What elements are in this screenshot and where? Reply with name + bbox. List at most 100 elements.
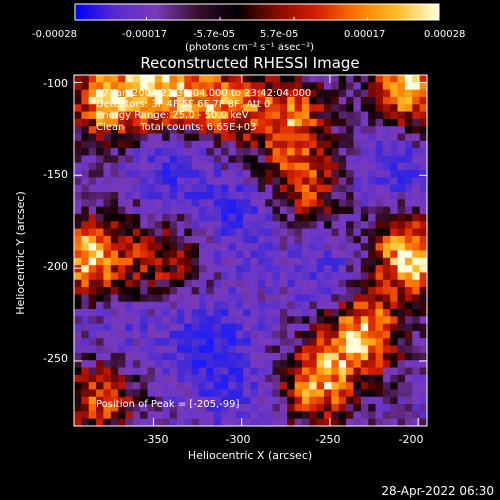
heatmap-cell — [346, 272, 355, 281]
heatmap-cell — [228, 360, 237, 369]
heatmap-cell — [419, 148, 428, 157]
heatmap-cell — [265, 148, 274, 157]
heatmap-cell — [206, 104, 215, 113]
heatmap-cell — [279, 338, 288, 347]
heatmap-cell — [118, 243, 127, 252]
heatmap-cell — [235, 360, 244, 369]
heatmap-cell — [412, 294, 421, 303]
heatmap-cell — [191, 221, 200, 230]
heatmap-cell — [81, 243, 90, 252]
heatmap-cell — [199, 330, 207, 339]
heatmap-cell — [103, 89, 112, 98]
heatmap-cell — [279, 330, 288, 339]
heatmap-cell — [331, 75, 340, 83]
heatmap-cell — [257, 213, 266, 222]
heatmap-cell — [191, 89, 200, 98]
heatmap-cell — [132, 367, 141, 376]
heatmap-cell — [221, 382, 230, 391]
heatmap-cell — [206, 243, 215, 252]
heatmap-cell — [162, 140, 171, 149]
heatmap-cell — [132, 382, 141, 391]
heatmap-cell — [272, 294, 281, 303]
chart-title: Reconstructed RHESSI Image — [140, 54, 359, 72]
heatmap-cell — [272, 323, 281, 332]
heatmap-cell — [301, 96, 310, 105]
heatmap-cell — [382, 126, 391, 135]
heatmap-cell — [176, 104, 185, 113]
heatmap-cell — [140, 250, 149, 259]
heatmap-cell — [279, 111, 288, 120]
heatmap-cell — [375, 352, 384, 361]
heatmap-cell — [397, 367, 406, 376]
heatmap-cell — [360, 279, 369, 288]
heatmap-cell — [360, 389, 369, 398]
heatmap-cell — [243, 250, 252, 259]
heatmap-cell — [257, 170, 266, 178]
heatmap-cell — [316, 418, 325, 427]
y-tick-label: -200 — [43, 260, 68, 273]
heatmap-cell — [301, 338, 310, 347]
heatmap-cell — [397, 360, 406, 369]
heatmap-cell — [309, 75, 318, 83]
heatmap-cell — [235, 177, 244, 186]
heatmap-cell — [412, 155, 421, 164]
heatmap-cell — [404, 272, 413, 281]
heatmap-cell — [96, 309, 105, 317]
heatmap-cell — [169, 155, 178, 164]
heatmap-cell — [132, 352, 141, 361]
heatmap-cell — [221, 272, 230, 281]
heatmap-cell — [368, 96, 377, 105]
heatmap-cell — [419, 75, 428, 83]
heatmap-cell — [213, 367, 222, 376]
heatmap-cell — [404, 96, 413, 105]
heatmap-cell — [140, 352, 149, 361]
heatmap-cell — [81, 287, 90, 295]
heatmap-cell — [162, 257, 171, 266]
heatmap-cell — [250, 272, 259, 281]
heatmap-cell — [346, 118, 355, 127]
heatmap-cell — [279, 272, 288, 281]
heatmap-cell — [206, 82, 215, 91]
heatmap-cell — [199, 243, 207, 252]
heatmap-cell — [353, 243, 362, 252]
heatmap-cell — [397, 396, 406, 405]
heatmap-cell — [346, 89, 355, 98]
heatmap-cell — [176, 404, 185, 412]
heatmap-cell — [397, 75, 406, 83]
heatmap-cell — [74, 192, 82, 200]
heatmap-cell — [235, 309, 244, 317]
heatmap-cell — [213, 374, 222, 383]
heatmap-cell — [199, 111, 207, 120]
heatmap-cell — [324, 257, 332, 266]
heatmap-cell — [96, 140, 105, 149]
heatmap-cell — [324, 382, 332, 391]
heatmap-cell — [272, 213, 281, 222]
heatmap-cell — [412, 309, 421, 317]
heatmap-cell — [206, 199, 215, 208]
heatmap-cell — [221, 404, 230, 412]
heatmap-cell — [243, 411, 252, 420]
heatmap-cell — [404, 206, 413, 215]
heatmap-cell — [206, 133, 215, 142]
heatmap-cell — [294, 389, 303, 398]
heatmap-cell — [96, 382, 105, 391]
colorbar-tick-label: 5.7e-05 — [260, 29, 298, 40]
heatmap-cell — [206, 301, 215, 310]
heatmap-cell — [412, 404, 421, 412]
heatmap-cell — [368, 374, 377, 383]
heatmap-cell — [191, 382, 200, 391]
heatmap-cell — [162, 206, 171, 215]
heatmap-cell — [125, 96, 134, 105]
heatmap-cell — [257, 382, 266, 391]
heatmap-cell — [206, 309, 215, 317]
heatmap-cell — [132, 279, 141, 288]
heatmap-cell — [221, 206, 230, 215]
heatmap-cell — [404, 338, 413, 347]
heatmap-cell — [206, 126, 215, 135]
heatmap-cell — [88, 111, 97, 120]
heatmap-cell — [184, 323, 193, 332]
heatmap-cell — [235, 140, 244, 149]
heatmap-cell — [382, 352, 391, 361]
heatmap-cell — [301, 133, 310, 142]
heatmap-cell — [169, 133, 178, 142]
